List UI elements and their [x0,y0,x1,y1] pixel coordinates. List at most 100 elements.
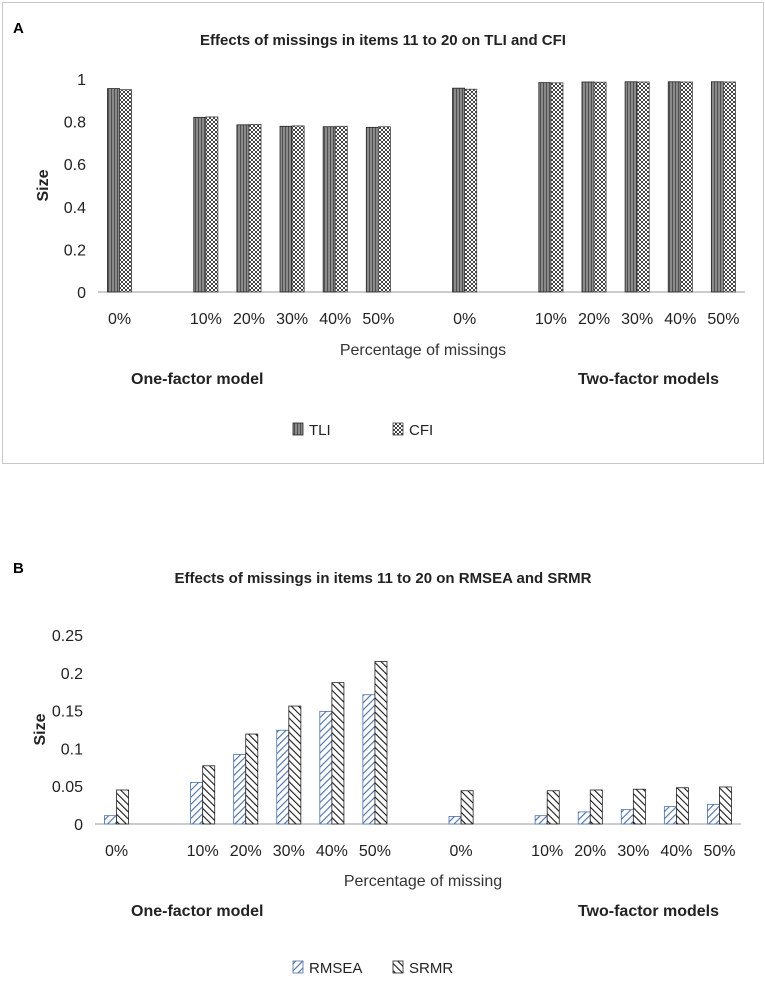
y-axis-label: Size [35,169,52,201]
bar-rmsea [577,811,591,825]
bar-tli [236,124,250,293]
x-tick-label: 0% [108,311,131,328]
bar-rmsea [663,806,677,825]
legend-swatch [292,960,304,974]
bar-cfi [464,88,478,293]
x-tick-label: 20% [230,843,262,860]
bar-srmr [546,790,560,825]
y-tick-label: 0.25 [52,628,83,645]
bar-tli [710,81,724,293]
y-tick-label: 0.8 [64,115,86,132]
x-tick-label: 20% [578,311,610,328]
bar-srmr [676,787,689,825]
bar-cfi [334,125,348,293]
y-tick-label: 0.05 [52,779,83,796]
x-tick-label: 10% [535,311,567,328]
bar-rmsea [448,816,462,825]
y-tick-label: 0.2 [64,242,86,259]
bar-srmr [589,789,603,825]
y-tick-label: 0.15 [52,704,83,721]
bar-srmr [245,733,259,825]
bar-rmsea [707,803,720,825]
bar-srmr [202,765,216,825]
bar-rmsea [362,694,376,825]
bar-tli [581,81,595,293]
x-tick-label: 50% [359,843,391,860]
chart-title: Effects of missings in items 11 to 20 on… [200,32,566,49]
legend-swatch [392,960,404,974]
legend-label: CFI [409,422,433,439]
y-tick-label: 0.6 [64,157,86,174]
panel-label: A [13,20,24,37]
x-tick-label: 30% [621,311,653,328]
bar-tli [322,126,336,293]
bar-tli [452,87,466,293]
legend-swatch [292,422,304,436]
x-tick-label: 10% [531,843,563,860]
chart-b-svg: B Effects of missings in items 11 to 20 o… [13,560,741,977]
legend-swatch [392,422,404,436]
bar-srmr [460,790,474,825]
x-axis-label: Percentage of missings [340,342,506,359]
bar-srmr [288,705,302,825]
bar-cfi [679,81,693,293]
bar-rmsea [104,815,117,825]
chart-title: Effects of missings in items 11 to 20 on… [174,570,591,587]
bar-tli [624,81,638,293]
y-tick-label: 0 [77,285,86,302]
bar-rmsea [319,710,333,825]
x-tick-label: 20% [233,311,265,328]
bar-cfi [377,126,391,293]
y-tick-label: 1 [77,72,86,89]
bar-tli [667,81,681,293]
x-tick-label: 50% [707,311,739,328]
legend-label: TLI [309,422,331,439]
x-axis-label: Percentage of missing [344,873,502,890]
bar-cfi [723,81,736,293]
x-tick-label: 0% [105,843,128,860]
chart-panel-a: A Effects of missings in items 11 to 20 o… [2,2,764,464]
x-tick-label: 40% [664,311,696,328]
x-tick-label: 0% [453,311,476,328]
bar-rmsea [534,815,548,825]
x-tick-label: 20% [574,843,606,860]
panel-label: B [13,560,24,577]
bar-tli [365,126,379,293]
chart-a-svg: A Effects of missings in items 11 to 20 o… [13,20,745,439]
x-tick-label: 40% [319,311,351,328]
bar-cfi [550,82,564,293]
bar-tli [107,88,120,293]
y-tick-label: 0.2 [61,666,83,683]
x-tick-label: 30% [617,843,649,860]
y-tick-label: 0.4 [64,200,86,217]
bar-rmsea [190,782,204,825]
bar-rmsea [233,754,247,825]
group-label-left: One-factor model [131,371,263,388]
bar-srmr [374,661,388,825]
bar-cfi [636,81,650,293]
bar-tli [538,82,552,293]
x-tick-label: 30% [273,843,305,860]
x-tick-label: 0% [450,843,473,860]
bar-rmsea [276,729,290,825]
bar-cfi [248,123,262,293]
bar-srmr [719,786,732,825]
bar-srmr [116,789,129,825]
bar-srmr [632,788,646,825]
bar-cfi [205,116,219,293]
group-label-left: One-factor model [131,903,263,920]
bar-cfi [593,81,607,293]
bar-srmr [331,682,345,825]
bar-tli [279,125,293,293]
x-tick-label: 50% [703,843,735,860]
legend-label: RMSEA [309,960,362,977]
y-tick-label: 0 [74,817,83,834]
y-tick-label: 0.1 [61,741,83,758]
bar-rmsea [620,809,634,825]
bar-tli [193,116,207,293]
x-tick-label: 50% [362,311,394,328]
group-label-right: Two-factor models [578,903,719,920]
bar-cfi [291,125,305,293]
y-axis-label: Size [32,713,49,745]
x-tick-label: 40% [660,843,692,860]
